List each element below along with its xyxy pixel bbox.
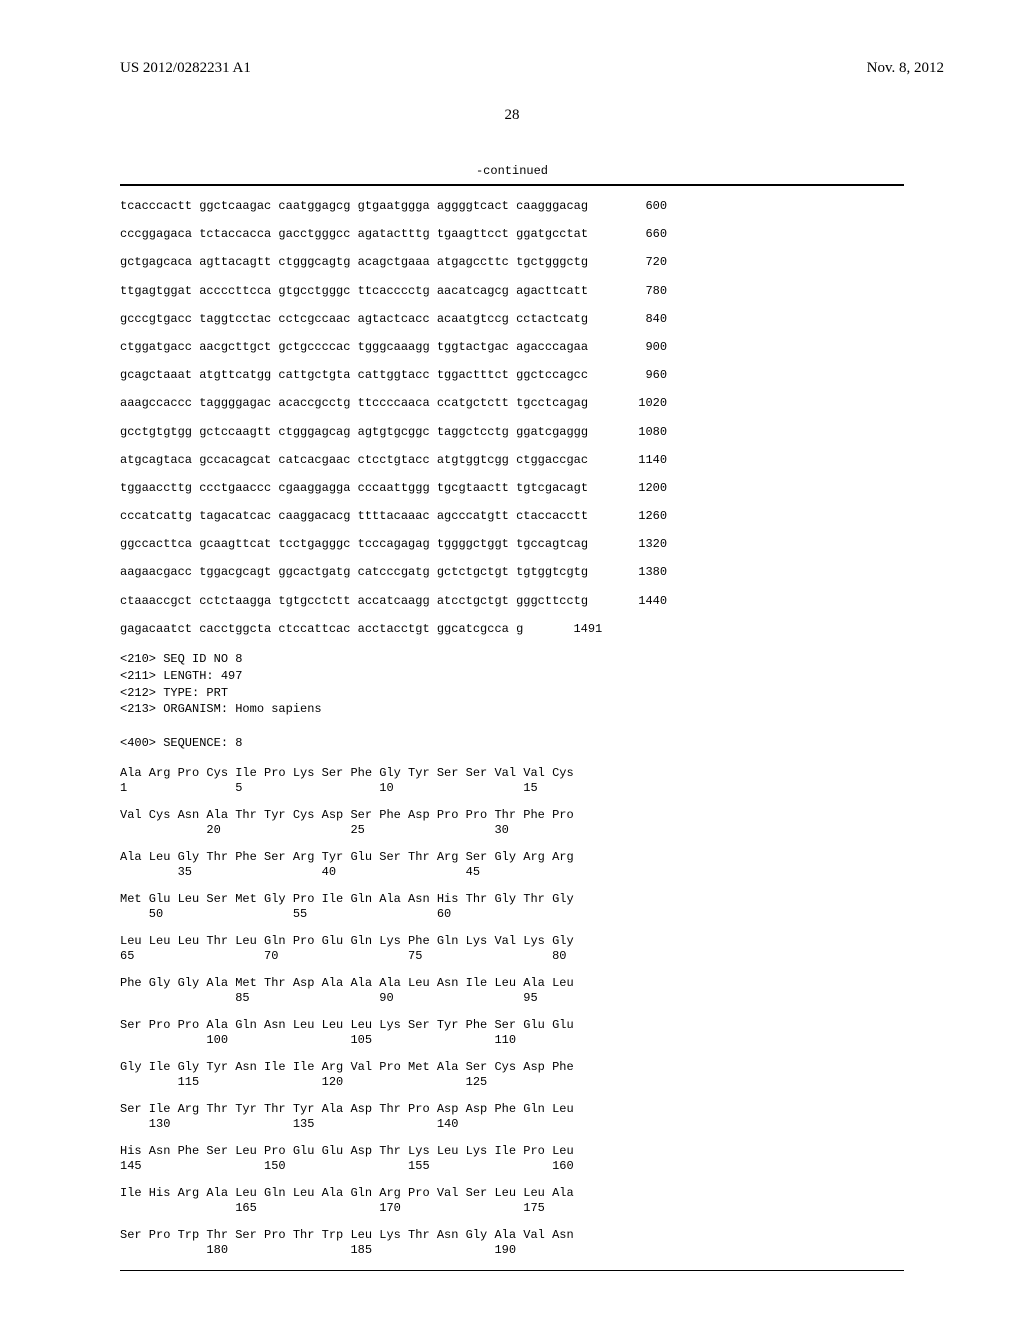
- aa-residues: Ser Ile Arg Thr Tyr Thr Tyr Ala Asp Thr …: [120, 1102, 904, 1117]
- aa-positions: 165 170 175: [120, 1201, 904, 1216]
- nucleotide-line: atgcagtaca gccacagcat catcacgaac ctcctgt…: [120, 452, 904, 468]
- nucleotide-line: ctaaaccgct cctctaagga tgtgcctctt accatca…: [120, 593, 904, 609]
- nucleotide-sequence-block: tcacccactt ggctcaagac caatggagcg gtgaatg…: [0, 198, 1024, 637]
- nucleotide-position: 960: [612, 367, 667, 383]
- nucleotide-seq: tcacccactt ggctcaagac caatggagcg gtgaatg…: [120, 198, 588, 214]
- nucleotide-seq: cccatcattg tagacatcac caaggacacg ttttaca…: [120, 508, 588, 524]
- aa-residues: Ala Arg Pro Cys Ile Pro Lys Ser Phe Gly …: [120, 766, 904, 781]
- page-header: US 2012/0282231 A1 Nov. 8, 2012: [0, 0, 1024, 77]
- amino-acid-sequence-block: Ala Arg Pro Cys Ile Pro Lys Ser Phe Gly …: [0, 766, 1024, 1258]
- patent-number: US 2012/0282231 A1: [120, 60, 251, 77]
- aa-residues: Leu Leu Leu Thr Leu Gln Pro Glu Gln Lys …: [120, 934, 904, 949]
- aa-residues: Ser Pro Pro Ala Gln Asn Leu Leu Leu Lys …: [120, 1018, 904, 1033]
- rule-bottom: [120, 1270, 904, 1271]
- nucleotide-position: 1440: [612, 593, 667, 609]
- aa-positions: 20 25 30: [120, 823, 904, 838]
- nucleotide-line: gcccgtgacc taggtcctac cctcgccaac agtactc…: [120, 311, 904, 327]
- sequence-metadata: <210> SEQ ID NO 8 <211> LENGTH: 497 <212…: [0, 651, 1024, 752]
- nucleotide-line: cccggagaca tctaccacca gacctgggcc agatact…: [120, 226, 904, 242]
- aa-row: Ser Pro Pro Ala Gln Asn Leu Leu Leu Lys …: [120, 1018, 904, 1048]
- page-number: 28: [0, 107, 1024, 124]
- nucleotide-position: 660: [612, 226, 667, 242]
- aa-positions: 85 90 95: [120, 991, 904, 1006]
- nucleotide-line: gcctgtgtgg gctccaagtt ctgggagcag agtgtgc…: [120, 424, 904, 440]
- nucleotide-seq: ctggatgacc aacgcttgct gctgccccac tgggcaa…: [120, 339, 588, 355]
- nucleotide-seq: gagacaatct cacctggcta ctccattcac acctacc…: [120, 621, 523, 637]
- aa-residues: Gly Ile Gly Tyr Asn Ile Ile Arg Val Pro …: [120, 1060, 904, 1075]
- aa-positions: 35 40 45: [120, 865, 904, 880]
- nucleotide-line: tggaaccttg ccctgaaccc cgaaggagga cccaatt…: [120, 480, 904, 496]
- nucleotide-position: 1491: [547, 621, 602, 637]
- nucleotide-line: ggccacttca gcaagttcat tcctgagggc tcccaga…: [120, 536, 904, 552]
- nucleotide-position: 600: [612, 198, 667, 214]
- aa-residues: Ile His Arg Ala Leu Gln Leu Ala Gln Arg …: [120, 1186, 904, 1201]
- nucleotide-position: 720: [612, 254, 667, 270]
- aa-row: Ser Ile Arg Thr Tyr Thr Tyr Ala Asp Thr …: [120, 1102, 904, 1132]
- nucleotide-seq: gctgagcaca agttacagtt ctgggcagtg acagctg…: [120, 254, 588, 270]
- nucleotide-position: 1320: [612, 536, 667, 552]
- nucleotide-seq: gcctgtgtgg gctccaagtt ctgggagcag agtgtgc…: [120, 424, 588, 440]
- nucleotide-seq: atgcagtaca gccacagcat catcacgaac ctcctgt…: [120, 452, 588, 468]
- nucleotide-line: ttgagtggat accccttcca gtgcctgggc ttcaccc…: [120, 283, 904, 299]
- nucleotide-seq: aaagccaccc taggggagac acaccgcctg ttcccca…: [120, 395, 588, 411]
- aa-residues: His Asn Phe Ser Leu Pro Glu Glu Asp Thr …: [120, 1144, 904, 1159]
- aa-positions: 65 70 75 80: [120, 949, 904, 964]
- nucleotide-position: 1260: [612, 508, 667, 524]
- nucleotide-line: aagaacgacc tggacgcagt ggcactgatg catcccg…: [120, 564, 904, 580]
- aa-residues: Val Cys Asn Ala Thr Tyr Cys Asp Ser Phe …: [120, 808, 904, 823]
- nucleotide-position: 780: [612, 283, 667, 299]
- aa-positions: 50 55 60: [120, 907, 904, 922]
- aa-row: Gly Ile Gly Tyr Asn Ile Ile Arg Val Pro …: [120, 1060, 904, 1090]
- aa-row: Met Glu Leu Ser Met Gly Pro Ile Gln Ala …: [120, 892, 904, 922]
- nucleotide-position: 900: [612, 339, 667, 355]
- nucleotide-line: gctgagcaca agttacagtt ctgggcagtg acagctg…: [120, 254, 904, 270]
- continued-label: -continued: [0, 164, 1024, 178]
- nucleotide-seq: tggaaccttg ccctgaaccc cgaaggagga cccaatt…: [120, 480, 588, 496]
- aa-row: Ile His Arg Ala Leu Gln Leu Ala Gln Arg …: [120, 1186, 904, 1216]
- aa-residues: Ala Leu Gly Thr Phe Ser Arg Tyr Glu Ser …: [120, 850, 904, 865]
- aa-residues: Phe Gly Gly Ala Met Thr Asp Ala Ala Ala …: [120, 976, 904, 991]
- aa-row: Val Cys Asn Ala Thr Tyr Cys Asp Ser Phe …: [120, 808, 904, 838]
- nucleotide-seq: aagaacgacc tggacgcagt ggcactgatg catcccg…: [120, 564, 588, 580]
- nucleotide-position: 840: [612, 311, 667, 327]
- aa-positions: 115 120 125: [120, 1075, 904, 1090]
- nucleotide-seq: ctaaaccgct cctctaagga tgtgcctctt accatca…: [120, 593, 588, 609]
- nucleotide-seq: ttgagtggat accccttcca gtgcctgggc ttcaccc…: [120, 283, 588, 299]
- nucleotide-line: gagacaatct cacctggcta ctccattcac acctacc…: [120, 621, 904, 637]
- nucleotide-position: 1080: [612, 424, 667, 440]
- nucleotide-position: 1140: [612, 452, 667, 468]
- nucleotide-position: 1200: [612, 480, 667, 496]
- nucleotide-seq: gcagctaaat atgttcatgg cattgctgta cattggt…: [120, 367, 588, 383]
- nucleotide-line: ctggatgacc aacgcttgct gctgccccac tgggcaa…: [120, 339, 904, 355]
- aa-residues: Met Glu Leu Ser Met Gly Pro Ile Gln Ala …: [120, 892, 904, 907]
- nucleotide-line: gcagctaaat atgttcatgg cattgctgta cattggt…: [120, 367, 904, 383]
- nucleotide-position: 1020: [612, 395, 667, 411]
- aa-positions: 180 185 190: [120, 1243, 904, 1258]
- aa-positions: 145 150 155 160: [120, 1159, 904, 1174]
- nucleotide-seq: cccggagaca tctaccacca gacctgggcc agatact…: [120, 226, 588, 242]
- nucleotide-line: tcacccactt ggctcaagac caatggagcg gtgaatg…: [120, 198, 904, 214]
- nucleotide-seq: gcccgtgacc taggtcctac cctcgccaac agtactc…: [120, 311, 588, 327]
- rule-top: [120, 184, 904, 186]
- aa-row: His Asn Phe Ser Leu Pro Glu Glu Asp Thr …: [120, 1144, 904, 1174]
- nucleotide-seq: ggccacttca gcaagttcat tcctgagggc tcccaga…: [120, 536, 588, 552]
- aa-row: Ser Pro Trp Thr Ser Pro Thr Trp Leu Lys …: [120, 1228, 904, 1258]
- publication-date: Nov. 8, 2012: [867, 60, 944, 77]
- aa-positions: 130 135 140: [120, 1117, 904, 1132]
- nucleotide-line: cccatcattg tagacatcac caaggacacg ttttaca…: [120, 508, 904, 524]
- nucleotide-position: 1380: [612, 564, 667, 580]
- aa-row: Ala Arg Pro Cys Ile Pro Lys Ser Phe Gly …: [120, 766, 904, 796]
- aa-positions: 100 105 110: [120, 1033, 904, 1048]
- aa-row: Phe Gly Gly Ala Met Thr Asp Ala Ala Ala …: [120, 976, 904, 1006]
- nucleotide-line: aaagccaccc taggggagac acaccgcctg ttcccca…: [120, 395, 904, 411]
- aa-row: Ala Leu Gly Thr Phe Ser Arg Tyr Glu Ser …: [120, 850, 904, 880]
- aa-residues: Ser Pro Trp Thr Ser Pro Thr Trp Leu Lys …: [120, 1228, 904, 1243]
- aa-positions: 1 5 10 15: [120, 781, 904, 796]
- aa-row: Leu Leu Leu Thr Leu Gln Pro Glu Gln Lys …: [120, 934, 904, 964]
